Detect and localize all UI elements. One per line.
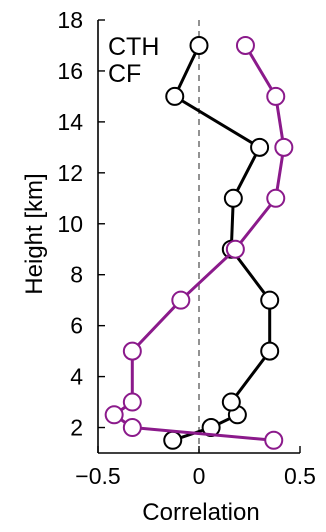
x-axis-label: Correlation [142,499,259,526]
legend: CTH CF [108,33,159,88]
data-point-cf-0 [264,430,284,450]
x-tick-label-2: 0.5 [284,463,316,489]
y-tick-label-6: 14 [57,109,83,135]
plot-layer: −0.5 0 0.5 2 4 6 8 10 12 14 16 18 [57,7,316,489]
data-point-cth-10 [189,35,209,55]
y-tick-label-4: 10 [57,211,83,237]
data-point-cf-6 [225,239,245,259]
y-axis-label: Height [km] [21,173,48,294]
data-point-cf-10 [235,35,255,55]
data-point-cth-7 [223,188,243,208]
y-tick-label-0: 2 [70,415,83,441]
data-point-cth-3 [221,392,241,412]
y-tick-label-2: 6 [70,313,83,339]
legend-entry-cf: CF [108,60,141,88]
data-point-cth-0 [163,430,183,450]
data-point-cth-4 [260,341,280,361]
data-point-cf-7 [266,188,286,208]
legend-entry-cth: CTH [108,33,159,61]
data-point-cf-2 [104,405,124,425]
y-tick-label-1: 4 [70,364,83,390]
x-tick-label-1: 0 [193,463,206,489]
data-point-cth-8 [250,137,270,157]
series-line-cth [172,44,272,442]
data-point-cf-3 [122,392,142,412]
y-tick-label-3: 8 [70,262,83,288]
data-point-cf-9 [266,86,286,106]
y-tick-label-5: 12 [57,160,83,186]
data-point-cth-5 [260,290,280,310]
y-tick-label-8: 18 [57,7,83,33]
data-point-cf-8 [274,137,294,157]
data-point-cf-1 [122,418,142,438]
data-point-cth-9 [165,86,185,106]
data-point-cf-5 [171,290,191,310]
x-tick-label-0: −0.5 [75,463,120,489]
y-tick-label-7: 16 [57,58,83,84]
data-point-cf-4 [122,341,142,361]
